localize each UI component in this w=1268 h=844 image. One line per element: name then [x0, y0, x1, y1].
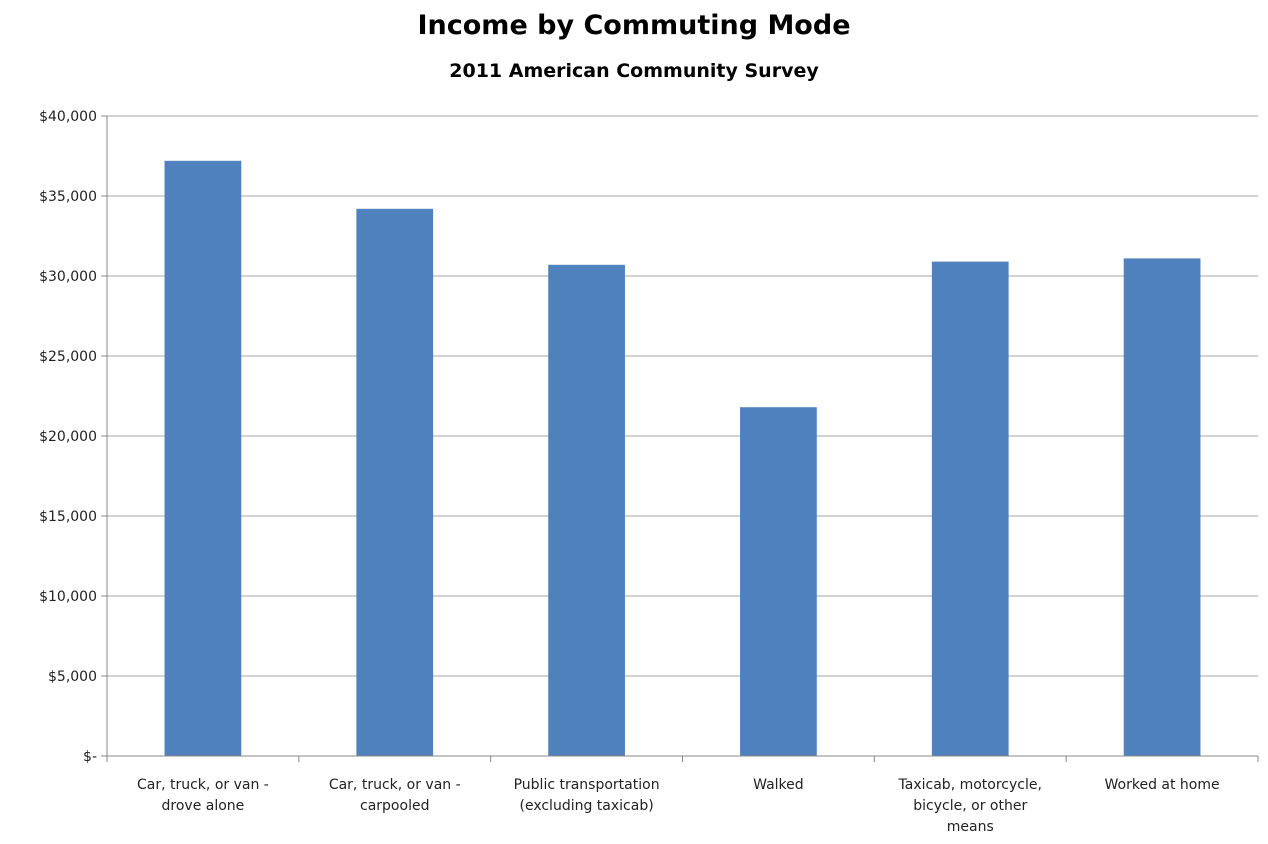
- y-tick-label: $-: [83, 749, 97, 765]
- y-tick-labels: $- $5,000 $10,000 $15,000 $20,000 $25,000 $30,…: [39, 109, 97, 765]
- chart-title: Income by Commuting Mode: [417, 10, 851, 41]
- x-tick-label: bicycle, or other: [913, 798, 1027, 814]
- bar: [164, 160, 242, 757]
- x-tick-labels: Car, truck, or van - drove alone Car, truc…: [137, 777, 1220, 835]
- x-tick-label: Walked: [753, 777, 804, 793]
- y-tick-label: $20,000: [39, 429, 97, 445]
- y-tick-label: $30,000: [39, 269, 97, 285]
- gridlines: [101, 115, 1258, 757]
- x-tick-label: Public transportation: [514, 777, 660, 793]
- y-tick-label: $15,000: [39, 509, 97, 525]
- x-tick-label: Taxicab, motorcycle,: [898, 777, 1042, 793]
- bar: [1123, 258, 1201, 756]
- y-tick-label: $25,000: [39, 349, 97, 365]
- bars: [164, 160, 1201, 757]
- x-tick-label: means: [947, 819, 994, 835]
- y-tick-label: $5,000: [48, 669, 97, 685]
- y-tick-label: $10,000: [39, 589, 97, 605]
- x-tick-label: drove alone: [162, 798, 245, 814]
- y-tick-label: $35,000: [39, 189, 97, 205]
- axes: [106, 116, 1259, 762]
- bar: [548, 264, 625, 756]
- bar: [356, 208, 434, 757]
- x-tick-label: (excluding taxicab): [519, 798, 653, 814]
- x-tick-label: Car, truck, or van -: [329, 777, 461, 793]
- y-tick-label: $40,000: [39, 109, 97, 125]
- bar: [931, 261, 1009, 756]
- x-tick-label: Car, truck, or van -: [137, 777, 269, 793]
- bar: [740, 407, 817, 756]
- x-tick-label: carpooled: [360, 798, 429, 814]
- x-tick-label: Worked at home: [1105, 777, 1220, 793]
- chart-subtitle: 2011 American Community Survey: [449, 60, 819, 82]
